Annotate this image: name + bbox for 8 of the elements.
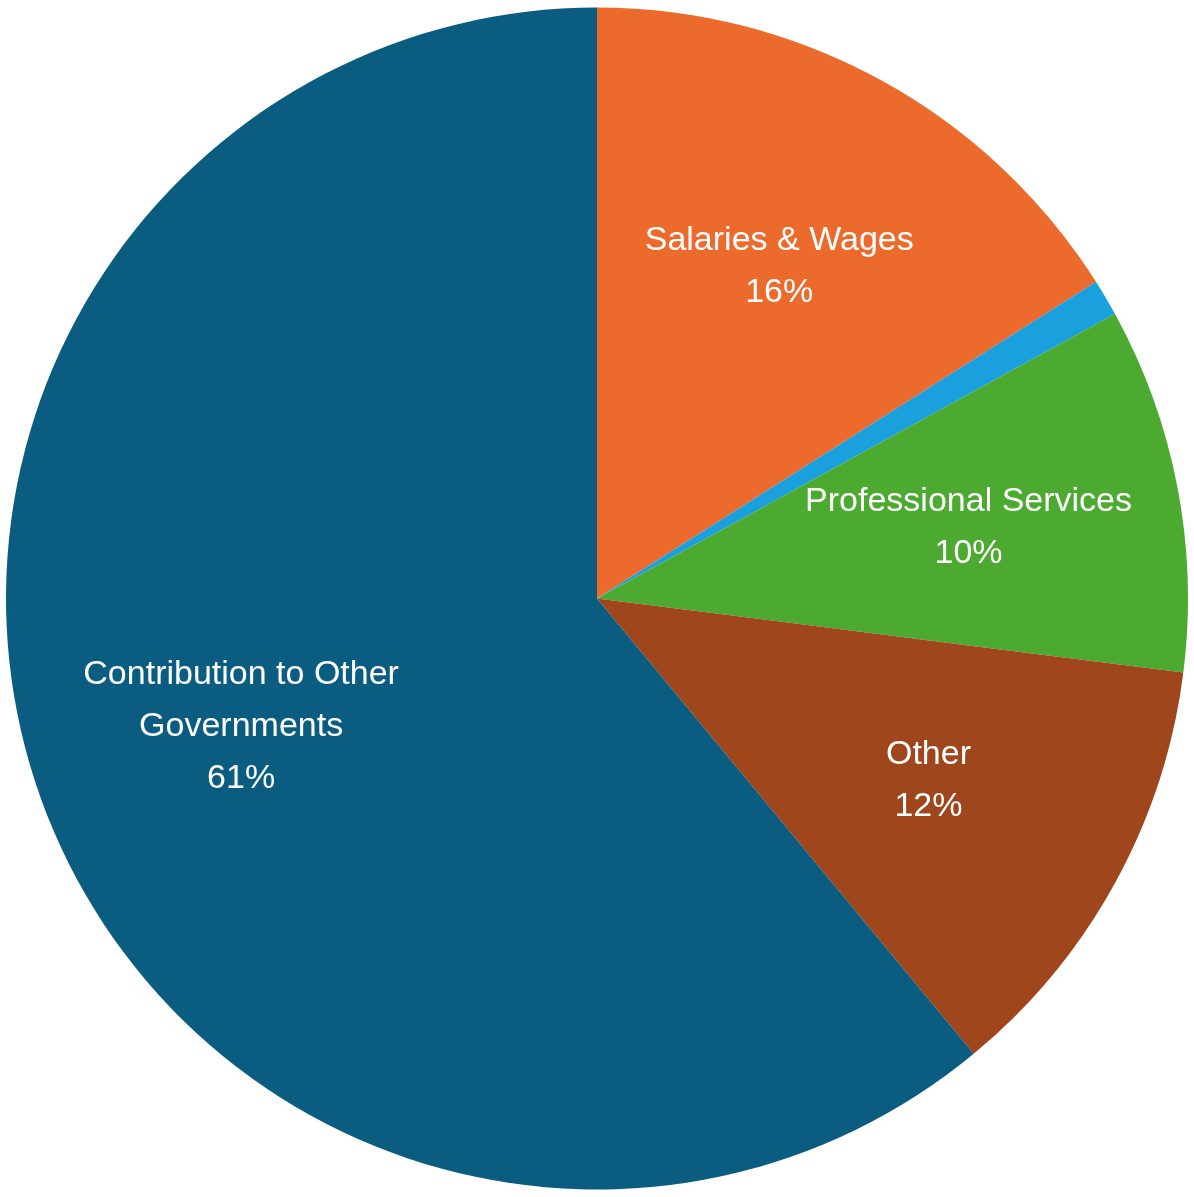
slice-label: Salaries & Wages bbox=[644, 219, 914, 258]
slice-label: Other bbox=[885, 733, 971, 772]
data-label: 10% bbox=[934, 532, 1003, 570]
data-label: 12% bbox=[894, 785, 963, 824]
data-label: 16% bbox=[745, 271, 814, 310]
data-label: 61% bbox=[207, 757, 276, 795]
slice-label: Contribution to Other Governments bbox=[83, 653, 399, 743]
slice-label: Professional Services bbox=[805, 480, 1132, 518]
